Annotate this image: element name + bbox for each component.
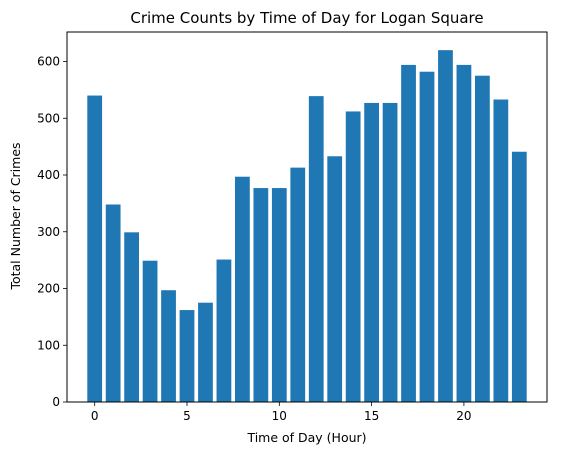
bar-hour-10 <box>271 188 287 402</box>
bar-hour-23 <box>511 151 527 402</box>
bar-hour-2 <box>124 232 139 402</box>
y-tick-label: 200 <box>37 282 60 296</box>
bar-hour-18 <box>419 71 435 402</box>
bar-hour-22 <box>493 99 509 402</box>
bar-hour-13 <box>327 156 343 402</box>
bars <box>87 50 527 402</box>
bar-hour-20 <box>456 64 472 402</box>
x-tick-label: 20 <box>456 409 471 423</box>
y-tick-label: 400 <box>37 168 60 182</box>
x-tick-label: 5 <box>183 409 191 423</box>
bar-hour-0 <box>87 95 103 402</box>
bar-hour-15 <box>364 102 379 402</box>
bar-hour-9 <box>253 188 269 402</box>
y-tick-label: 300 <box>37 225 60 239</box>
y-axis-label: Total Number of Crimes <box>8 142 23 290</box>
bar-hour-4 <box>161 290 176 402</box>
plot-frame <box>66 31 548 403</box>
y-tick-label: 600 <box>37 55 60 69</box>
bar-hour-14 <box>345 111 361 402</box>
bar-hour-17 <box>401 64 416 402</box>
y-ticks: 0 100 200 300 400 500 600 <box>37 55 67 409</box>
y-tick-label: 0 <box>52 395 60 409</box>
x-tick-label: 15 <box>364 409 379 423</box>
x-axis-label: Time of Day (Hour) <box>246 430 366 445</box>
x-tick-label: 10 <box>272 409 287 423</box>
bar-hour-6 <box>198 302 213 402</box>
bar-hour-7 <box>216 259 232 402</box>
bar-hour-19 <box>438 50 453 402</box>
bar-hour-12 <box>308 96 324 402</box>
bar-hour-8 <box>235 176 250 402</box>
y-tick-label: 500 <box>37 111 60 125</box>
bar-hour-5 <box>179 310 195 402</box>
bar-hour-3 <box>142 260 158 402</box>
bar-hour-11 <box>290 167 306 402</box>
chart-title: Crime Counts by Time of Day for Logan Sq… <box>130 9 483 27</box>
bar-hour-21 <box>475 75 490 402</box>
x-tick-label: 0 <box>91 409 99 423</box>
bar-hour-1 <box>105 204 121 402</box>
bar-hour-16 <box>382 102 398 402</box>
y-tick-label: 100 <box>37 338 60 352</box>
x-ticks: 0 5 10 15 20 <box>91 402 472 423</box>
